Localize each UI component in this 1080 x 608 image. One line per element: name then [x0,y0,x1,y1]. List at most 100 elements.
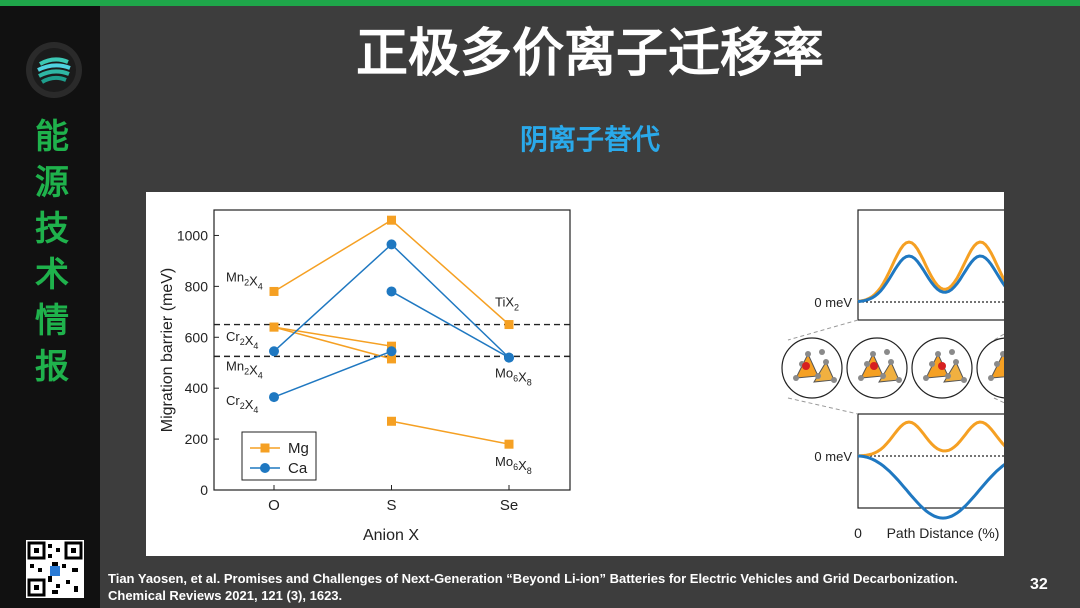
legend-marker [260,463,270,473]
cation-atom [938,362,946,370]
atom [864,361,870,367]
atom [858,375,864,381]
atom [994,361,1000,367]
data-point-mg [387,354,396,364]
legend-box [241,431,317,481]
data-point-ca [386,286,397,297]
structure-inset-icon [976,337,1004,399]
y-tick-label: 600 [185,329,209,345]
atom [793,375,799,381]
legend-marker [260,443,270,453]
cation-atom [870,362,878,370]
guide-line [787,397,859,415]
atom [923,375,929,381]
atom [961,377,967,383]
energy-curve [857,240,1004,303]
series-line-mg [273,326,392,347]
series-line-mg [391,420,510,445]
sidebar: 能 源 技 术 情 报 [0,6,100,608]
page-number: 32 [1030,576,1048,593]
data-point-ca [269,346,279,357]
citation-line-2: Chemical Reviews 2021, 121 (3), 1623. [108,588,343,603]
atom [880,373,886,379]
y-tick-label: 1000 [177,227,208,243]
sidebar-title-char: 源 [35,163,69,203]
page-title: 正极多价离子迁移率 [355,24,824,84]
guide-line [993,397,1004,404]
inset-circle [976,337,1004,399]
series-line-ca [273,243,510,359]
atom [870,351,876,357]
data-point-ca [386,239,397,250]
x-axis-label: Path Distance (%) [887,525,1000,541]
legend: Mg Ca [241,431,317,481]
data-point-mg [387,341,396,351]
atom [949,349,955,355]
annotation-label: Mn2X4 [226,269,263,291]
atom [805,351,811,357]
atom [896,377,902,383]
data-point-mg [269,322,279,332]
data-point-mg [504,320,514,330]
panel-frame [857,209,1004,321]
structure-inset-icon [781,337,843,399]
structure-inset-icon [911,337,973,399]
atom [945,373,951,379]
atom [935,351,941,357]
series-line-ca [391,290,510,359]
data-point-ca [504,352,514,363]
panel-frame [857,413,1004,509]
qr-code-icon [26,540,84,598]
data-point-mg [269,286,279,296]
sidebar-title-char: 术 [35,255,69,295]
annotation-label: Cr2X4 [226,329,258,351]
sidebar-title-char: 报 [35,347,69,387]
x-tick-label: Se [500,497,518,514]
x-tick-label: S [386,497,396,514]
legend-label: Ca [288,460,308,477]
atom [815,373,821,379]
data-point-ca [386,346,397,357]
energy-curve [857,254,1004,303]
atom [888,359,894,365]
migration-barrier-chart: 0 200 400 600 800 1000 O S Se Anion X Migration ba… [159,209,571,544]
series-line-mg [273,326,392,360]
annotation-label: Mo6X8 [495,366,532,388]
y-tick-label: 200 [185,431,209,447]
atom [884,349,890,355]
x-axis-label: Anion X [363,527,419,544]
y-tick-label: 400 [185,380,209,396]
annotation-label: Mn2X4 [226,358,263,380]
data-point-mg [504,439,514,449]
guide-line [993,333,1004,341]
atom [929,361,935,367]
data-point-ca [269,392,279,403]
sidebar-vertical-title: 能 源 技 术 情 报 [28,114,76,390]
guide-line [787,319,859,341]
y-axis-label: Migration barrier (meV) [159,268,176,432]
structure-inset-icon [846,337,908,399]
series-line-ca [273,350,392,398]
globe-logo-icon [26,42,82,98]
sidebar-title-char: 能 [35,117,69,157]
annotation-label: TiX2 [495,295,519,313]
y-tick-label: 0 [200,482,208,498]
y-tick-label: 800 [185,278,209,294]
legend-label: Mg [288,440,309,457]
atom [1000,351,1004,357]
citation: Tian Yaosen, et al. Promises and Challen… [108,570,1008,604]
annotation-label: Cr2X4 [226,393,258,415]
top-accent-bar [0,0,1080,6]
annotation-label: Mo6X8 [495,454,532,476]
atom [823,359,829,365]
energy-curve [857,454,1004,520]
data-point-mg [387,215,396,225]
zero-label: 0 meV [814,295,852,310]
path-energy-chart: 0 meVMgxM2O4MgxM2S40 meVCaxM2O4CaxM2S401… [781,209,1004,541]
figure-panel: 0 200 400 600 800 1000 O S Se Anion X Migration ba… [146,192,1004,556]
energy-curve [857,420,1004,458]
series-line-mg [273,219,510,326]
sidebar-title-char: 技 [35,209,69,249]
x-tick-label: 0 [854,525,862,541]
page-subtitle: 阴离子替代 [519,123,660,156]
